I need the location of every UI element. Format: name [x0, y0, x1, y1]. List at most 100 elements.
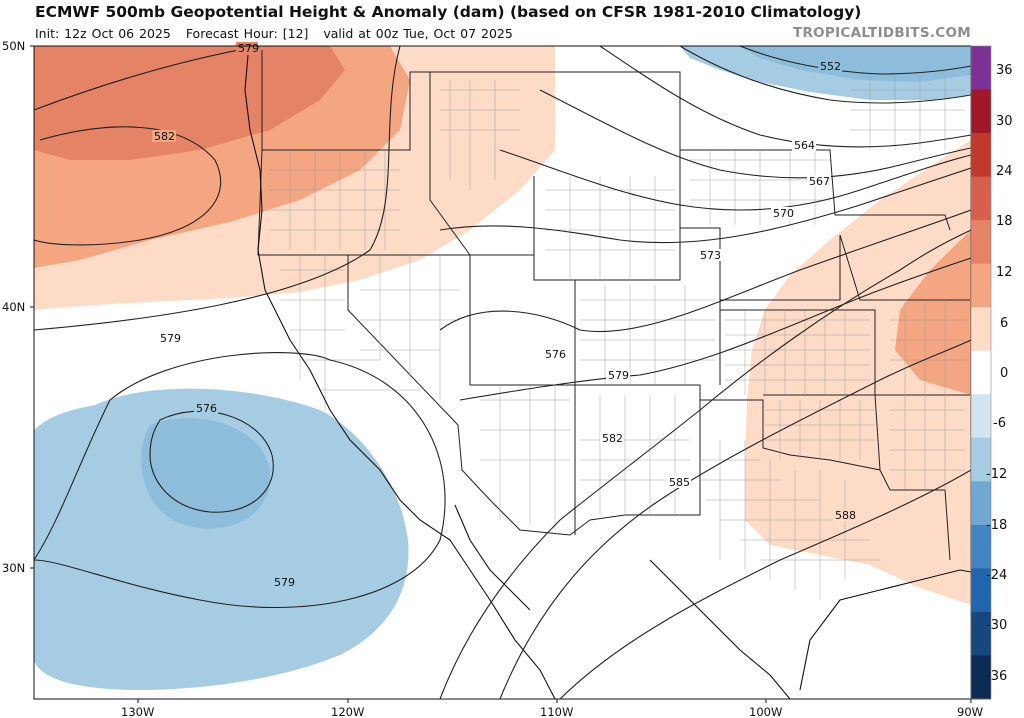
lon-label-120w: 120W	[331, 705, 364, 718]
anomaly-fill-pos-18	[34, 46, 345, 160]
label-bg	[236, 42, 258, 54]
coastlines	[244, 54, 971, 699]
lon-label-130w: 130W	[121, 705, 154, 718]
lon-label-90w: 90W	[957, 705, 983, 718]
colorbar-label: 30	[996, 114, 1013, 129]
colorbar-labels: 36 30 24 18 12 6 0 -6 -12 -18 -24 -30 -3…	[986, 63, 1013, 684]
label-bg	[833, 509, 857, 521]
label-bg	[807, 175, 831, 187]
lat-label-40n: 40N	[2, 300, 25, 314]
colorbar-swatch	[971, 394, 991, 439]
contour-552	[739, 46, 971, 75]
colorbar-label: -18	[986, 518, 1007, 533]
label-bg	[272, 576, 296, 588]
label-bg	[818, 60, 842, 72]
anomaly-colorbar	[970, 45, 992, 700]
anomaly-fill-neg-6-low	[34, 388, 409, 690]
contour-label-579: 579	[160, 332, 181, 345]
label-bg	[606, 369, 630, 381]
contour-label-552: 552	[820, 60, 841, 73]
contour-label-570: 570	[773, 207, 794, 220]
contour-576-low	[149, 410, 274, 513]
contour-label-585: 585	[669, 476, 690, 489]
contour-558	[679, 46, 971, 104]
contour-label-576: 576	[196, 402, 217, 415]
contour-label-579: 579	[274, 576, 295, 589]
label-bg	[194, 402, 218, 414]
colorbar-swatch	[971, 307, 991, 352]
contour-579-west	[34, 46, 401, 331]
run-info: Init: 12z Oct 06 2025 Forecast Hour: [12…	[35, 26, 513, 41]
contour-label-588: 588	[835, 509, 856, 522]
colorbar-frame	[970, 45, 992, 700]
label-bg	[667, 476, 691, 488]
northern-states-border	[261, 50, 951, 231]
label-bg	[158, 332, 182, 344]
contour-label-582: 582	[602, 432, 623, 445]
contour-582-ridge	[34, 126, 221, 246]
anomaly-fill-neg-12-low	[141, 418, 271, 529]
colorbar-swatch	[971, 655, 991, 700]
colorbar-swatch	[971, 89, 991, 134]
contour-label-579: 579	[238, 42, 259, 55]
contour-579-north	[34, 46, 261, 111]
latitude-axis: 50N 40N 30N	[2, 39, 34, 575]
utah-arizona-border	[348, 254, 576, 535]
lat-label-30n: 30N	[2, 561, 25, 575]
colorbar-label: 6	[1000, 316, 1008, 331]
contour-585	[499, 339, 971, 699]
label-bg	[543, 348, 567, 360]
longitude-axis: 130W 120W 110W 100W 90W	[121, 699, 983, 718]
contour-label-579: 579	[608, 369, 629, 382]
contour-579-low	[34, 352, 446, 609]
colorbar-label: -30	[986, 618, 1007, 633]
contour-label-567: 567	[809, 175, 830, 188]
colorbar-swatch	[971, 481, 991, 526]
init-time: Init: 12z Oct 06 2025	[35, 26, 171, 41]
plains-border	[679, 150, 881, 471]
colorbar-swatch	[971, 263, 991, 308]
height-contours	[34, 46, 971, 699]
colorbar-label: 18	[996, 214, 1013, 229]
colorbar-swatch	[971, 220, 991, 265]
colorbar-swatch	[971, 568, 991, 613]
contour-567	[539, 89, 971, 179]
contour-573	[439, 167, 971, 244]
contour-labels: 579 582 579 576 579 576 579 582 585 588 …	[152, 42, 857, 589]
map-title: ECMWF 500mb Geopotential Height & Anomal…	[35, 3, 862, 21]
valid-time: valid at 00z Tue, Oct 07 2025	[323, 26, 513, 41]
colorbar-swatch	[971, 176, 991, 221]
lon-label-110w: 110W	[540, 705, 573, 718]
contour-576-mid	[439, 209, 971, 333]
colorbar-swatch	[971, 611, 991, 656]
pacific-coastline	[244, 54, 556, 699]
contour-label-564: 564	[794, 139, 815, 152]
label-bg	[771, 207, 795, 219]
colorbar-label: 36	[996, 63, 1013, 78]
lon-label-100w: 100W	[749, 705, 782, 718]
site-watermark: TROPICALTIDBITS.COM	[792, 25, 971, 41]
colorbar-swatch	[971, 350, 991, 395]
colorbar-label: 0	[1000, 366, 1008, 381]
colorbar-label: -36	[986, 669, 1007, 684]
contour-label-573: 573	[700, 249, 721, 262]
county-lines	[270, 75, 965, 600]
lat-label-50n: 50N	[2, 39, 25, 53]
label-bg	[698, 249, 722, 261]
contour-588	[559, 469, 971, 699]
contour-579-mid	[459, 257, 971, 401]
contour-label-582: 582	[154, 130, 175, 143]
colorbar-label: 24	[996, 164, 1013, 179]
colorbar-swatch	[971, 46, 991, 91]
label-bg	[152, 130, 176, 142]
colorbar-label: -24	[986, 568, 1007, 583]
anomaly-fill-pos-6-east	[745, 140, 971, 605]
colorbar-label: -6	[993, 416, 1006, 431]
colorbar-swatch	[971, 133, 991, 178]
colorbar-swatch	[971, 437, 991, 482]
contour-570	[499, 149, 971, 211]
anomaly-fill-pos-12-east	[895, 230, 971, 395]
gulf-coastline	[649, 559, 971, 699]
contour-582-east	[699, 229, 971, 411]
